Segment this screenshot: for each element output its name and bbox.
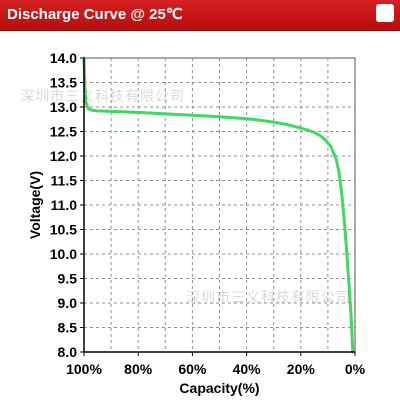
y-tick-label: 12.5	[50, 124, 77, 140]
discharge-curve-line	[82, 56, 355, 354]
y-tick-labels: 8.0 8.5 9.0 9.5 10.0 10.5 11.0 11.5 12.0 12.5 13.0…	[50, 50, 84, 360]
y-tick-label: 10.0	[50, 246, 77, 262]
chart-title: Discharge Curve @ 25℃	[7, 6, 183, 23]
watermark-bottom: 深圳市三义科技有限公司	[186, 290, 351, 306]
x-tick-label: 60%	[178, 361, 207, 377]
title-bar: Discharge Curve @ 25℃	[0, 0, 400, 31]
y-tick-label: 11.0	[51, 197, 78, 213]
y-tick-label: 8.5	[58, 320, 78, 336]
x-tick-label: 20%	[287, 361, 316, 377]
y-tick-label: 13.5	[50, 75, 77, 91]
x-tick-label: 40%	[233, 361, 262, 377]
watermark-top: 深圳市三义科技有限公司	[20, 89, 185, 105]
corner-badge	[376, 4, 394, 22]
y-tick-label: 11.5	[51, 173, 78, 189]
y-tick-label: 8.0	[58, 344, 78, 360]
y-tick-label: 9.0	[58, 295, 78, 311]
y-tick-label: 12.0	[50, 148, 77, 164]
y-tick-label: 9.5	[58, 271, 78, 287]
x-tick-label: 100%	[66, 361, 102, 377]
x-tick-label: 80%	[124, 361, 153, 377]
x-tick-label: 0%	[345, 361, 366, 377]
x-axis-label: Capacity(%)	[179, 380, 259, 396]
y-tick-label: 10.5	[50, 222, 77, 238]
series-curve	[82, 56, 355, 354]
y-tick-label: 13.0	[50, 99, 77, 115]
y-tick-label: 14.0	[50, 50, 77, 66]
y-axis-label: Voltage(V)	[27, 171, 43, 239]
x-tick-labels: 100% 80% 60% 40% 20% 0%	[66, 352, 366, 377]
grid-lines	[84, 58, 355, 352]
